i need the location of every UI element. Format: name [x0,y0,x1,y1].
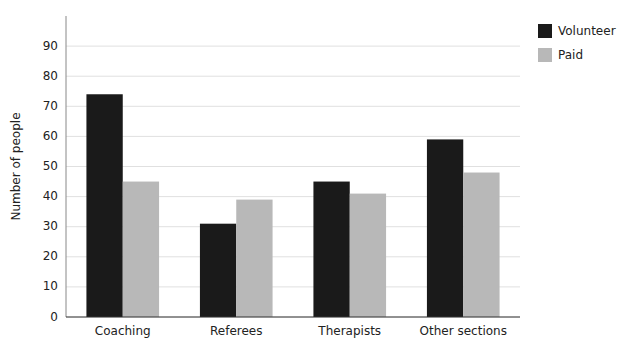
bar [86,94,122,317]
bar [313,182,349,317]
y-axis-label: Number of people [9,112,23,220]
x-tick-label: Other sections [420,324,507,338]
grid-line [66,106,520,107]
chart: 0 10 20 30 40 50 60 70 80 90 Coaching Referees Thera… [0,0,640,353]
bar [427,139,463,317]
y-axis-line [66,16,67,317]
legend: Volunteer Paid [538,24,616,63]
series [123,173,500,317]
bar [463,173,499,317]
bars [86,94,499,317]
x-tick-label: Coaching [95,324,151,338]
series [86,94,463,317]
y-tick-label: 70 [43,99,58,113]
bar [350,194,386,317]
y-tick-label: 0 [50,310,58,324]
legend-label: Volunteer [558,24,616,38]
y-tick-label: 90 [43,39,58,53]
bar [200,224,236,317]
grid-line [66,136,520,137]
legend-swatch [538,24,552,38]
bar [123,182,159,317]
y-tick-label: 40 [43,189,58,203]
grid-line [66,317,520,318]
x-tick-label: Therapists [317,324,381,338]
legend-swatch [538,48,552,62]
grid-line [66,76,520,77]
y-tick-label: 60 [43,129,58,143]
y-tick-label: 10 [43,279,58,293]
x-tick-label: Referees [210,324,262,338]
x-axis-line [66,317,520,318]
y-tick-label: 20 [43,249,58,263]
y-tick-label: 80 [43,69,58,83]
y-grid: 0 10 20 30 40 50 60 70 80 90 [43,39,520,324]
y-tick-label: 30 [43,219,58,233]
bar [236,200,272,317]
grid-line [66,46,520,47]
legend-label: Paid [558,48,583,62]
y-tick-label: 50 [43,159,58,173]
